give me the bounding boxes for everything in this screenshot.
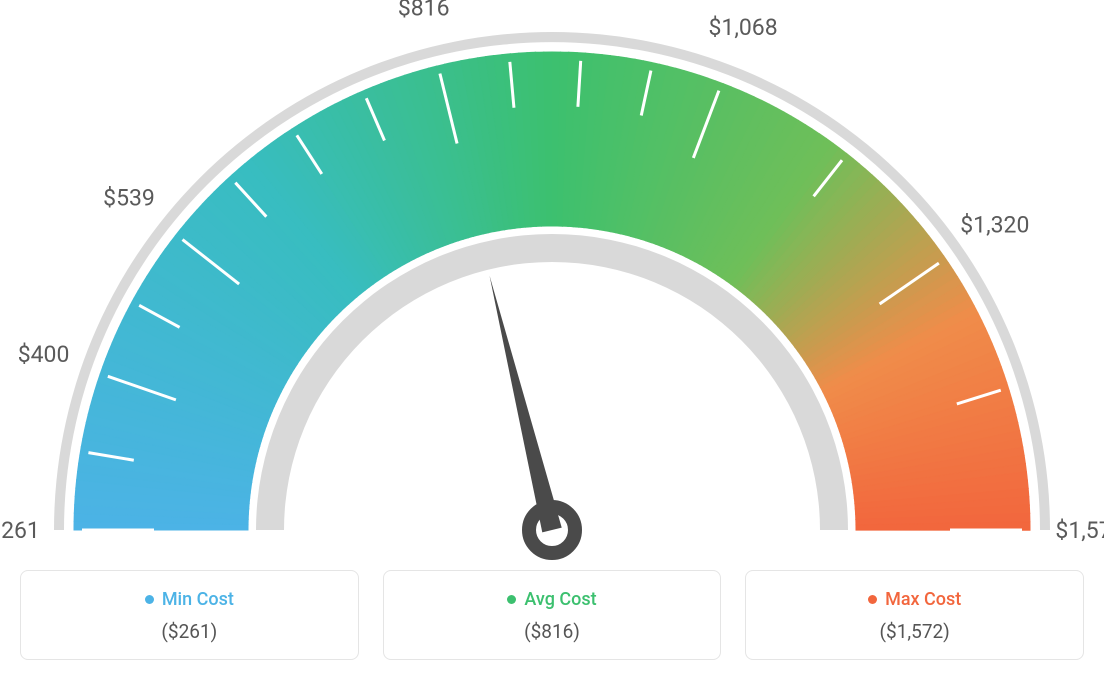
gauge-tick-label: $816 [398, 0, 450, 22]
legend-card-max: Max Cost ($1,572) [745, 570, 1084, 660]
legend-value: ($816) [394, 620, 711, 643]
legend-label-text: Avg Cost [524, 589, 596, 610]
gauge-chart: $261 $400 $539 $816 $1,068 $1,320 $1,572 [0, 0, 1104, 560]
legend-value: ($261) [31, 620, 348, 643]
gauge-tick-label: $539 [103, 185, 155, 212]
gauge-svg: $261 $400 $539 $816 $1,068 $1,320 $1,572 [0, 0, 1104, 560]
legend-label-text: Min Cost [162, 589, 234, 610]
legend-dot-icon [507, 595, 516, 604]
gauge-tick-label: $1,320 [960, 212, 1029, 239]
gauge-tick-label: $1,572 [1055, 517, 1104, 544]
legend-dot-icon [868, 595, 877, 604]
gauge-needle [490, 276, 562, 533]
legend-dot-icon [145, 595, 154, 604]
legend-label: Avg Cost [394, 589, 711, 610]
legend-card-min: Min Cost ($261) [20, 570, 359, 660]
legend-card-avg: Avg Cost ($816) [383, 570, 722, 660]
gauge-tick-label: $400 [18, 341, 70, 368]
legend-value: ($1,572) [756, 620, 1073, 643]
gauge-tick-label: $1,068 [708, 14, 777, 41]
legend-label-text: Max Cost [885, 589, 961, 610]
gauge-tick-label: $261 [0, 517, 40, 544]
legend-row: Min Cost ($261) Avg Cost ($816) Max Cost ($1,… [0, 570, 1104, 660]
legend-label: Min Cost [31, 589, 348, 610]
legend-label: Max Cost [756, 589, 1073, 610]
gauge-arc [74, 52, 1030, 530]
